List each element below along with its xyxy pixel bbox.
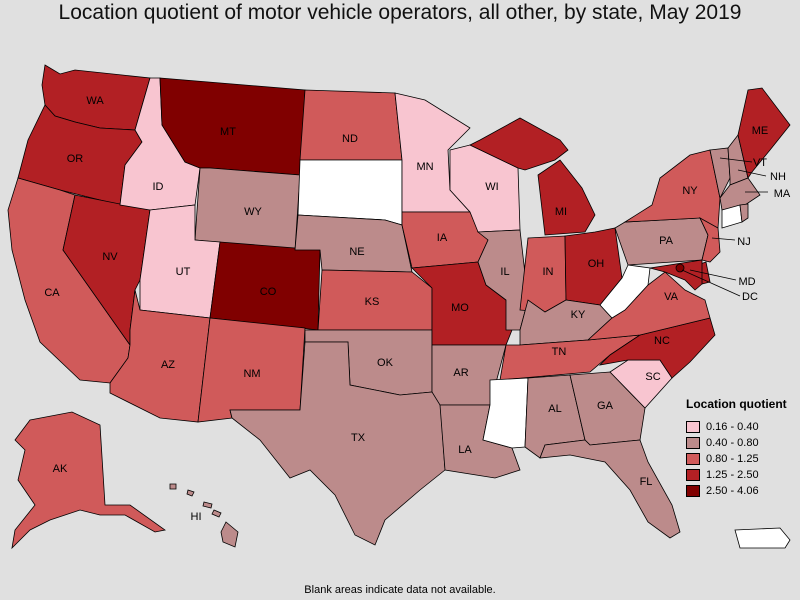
label-id: ID xyxy=(153,181,164,193)
state-ms[interactable] xyxy=(482,377,529,449)
legend-item: 0.40 - 0.80 xyxy=(686,435,800,451)
label-ga: GA xyxy=(597,400,614,412)
label-nj: NJ xyxy=(737,236,750,248)
leader-vt xyxy=(719,157,753,163)
label-ks: KS xyxy=(365,296,380,308)
legend-label: 0.16 - 0.40 xyxy=(706,421,759,433)
label-md: MD xyxy=(738,276,755,288)
legend-label: 0.80 - 1.25 xyxy=(706,453,759,465)
legend-swatch xyxy=(686,437,700,449)
label-mo: MO xyxy=(451,302,469,314)
legend-label: 0.40 - 0.80 xyxy=(706,437,759,449)
state-ak[interactable] xyxy=(11,411,166,550)
state-sd[interactable] xyxy=(297,159,403,226)
label-la: LA xyxy=(458,444,472,456)
label-wy: WY xyxy=(244,206,262,218)
label-me: ME xyxy=(752,125,769,137)
legend-swatch xyxy=(686,421,700,433)
label-wa: WA xyxy=(86,95,104,107)
label-tx: TX xyxy=(351,432,366,444)
label-fl: FL xyxy=(640,476,653,488)
footnote: Blank areas indicate data not available. xyxy=(304,584,496,596)
leader-dc xyxy=(681,269,741,297)
state-dc[interactable] xyxy=(675,263,685,273)
label-vt: VT xyxy=(753,157,767,169)
label-il: IL xyxy=(500,266,509,278)
state-tx[interactable] xyxy=(229,341,446,546)
state-me[interactable] xyxy=(737,87,791,179)
state-nj[interactable] xyxy=(699,217,721,263)
legend-swatch xyxy=(686,485,700,497)
label-in: IN xyxy=(543,266,554,278)
label-nh: NH xyxy=(770,171,786,183)
legend-swatch xyxy=(686,453,700,465)
legend-label: 2.50 - 4.06 xyxy=(706,485,759,497)
label-nc: NC xyxy=(654,335,670,347)
legend-swatch xyxy=(686,469,700,481)
label-va: VA xyxy=(664,291,679,303)
state-hi[interactable] xyxy=(169,483,239,548)
state-nd[interactable] xyxy=(299,89,403,161)
label-ak: AK xyxy=(53,463,68,475)
label-ar: AR xyxy=(453,367,468,379)
legend-label: 1.25 - 2.50 xyxy=(706,469,759,481)
label-sc: SC xyxy=(645,371,660,383)
label-co: CO xyxy=(260,286,277,298)
label-ca: CA xyxy=(44,287,60,299)
label-tn: TN xyxy=(552,346,567,358)
label-ut: UT xyxy=(176,266,191,278)
label-pa: PA xyxy=(659,235,674,247)
legend-item: 2.50 - 4.06 xyxy=(686,483,800,499)
label-az: AZ xyxy=(161,359,175,371)
leader-nj xyxy=(711,237,736,241)
state-pr[interactable] xyxy=(734,527,791,549)
label-or: OR xyxy=(67,153,84,165)
state-il[interactable] xyxy=(476,229,529,331)
map-title: Location quotient of motor vehicle opera… xyxy=(58,1,742,24)
label-ma: MA xyxy=(774,188,791,200)
label-mt: MT xyxy=(220,126,236,138)
label-nd: ND xyxy=(342,133,358,145)
label-oh: OH xyxy=(588,258,605,270)
label-ia: IA xyxy=(437,232,448,244)
label-mi: MI xyxy=(555,206,567,218)
state-fl[interactable] xyxy=(539,439,681,539)
state-ri[interactable] xyxy=(739,203,749,223)
state-mi[interactable] xyxy=(469,117,596,236)
legend-title: Location quotient xyxy=(686,397,787,411)
label-hi: HI xyxy=(191,511,202,523)
leader-md xyxy=(689,269,737,281)
state-wv[interactable] xyxy=(599,264,651,319)
label-ne: NE xyxy=(349,246,364,258)
label-nm: NM xyxy=(243,368,260,380)
state-md[interactable] xyxy=(649,259,703,291)
label-mn: MN xyxy=(416,161,433,173)
legend: Location quotient 0.16 - 0.40 0.40 - 0.8… xyxy=(686,397,800,499)
label-al: AL xyxy=(548,403,561,415)
leader-nh xyxy=(737,169,767,177)
label-ny: NY xyxy=(682,185,698,197)
legend-item: 1.25 - 2.50 xyxy=(686,467,800,483)
label-ky: KY xyxy=(571,309,586,321)
label-nv: NV xyxy=(102,251,118,263)
label-ok: OK xyxy=(377,357,394,369)
legend-item: 0.16 - 0.40 xyxy=(686,419,800,435)
label-dc: DC xyxy=(742,291,758,303)
legend-item: 0.80 - 1.25 xyxy=(686,451,800,467)
label-wi: WI xyxy=(485,181,498,193)
